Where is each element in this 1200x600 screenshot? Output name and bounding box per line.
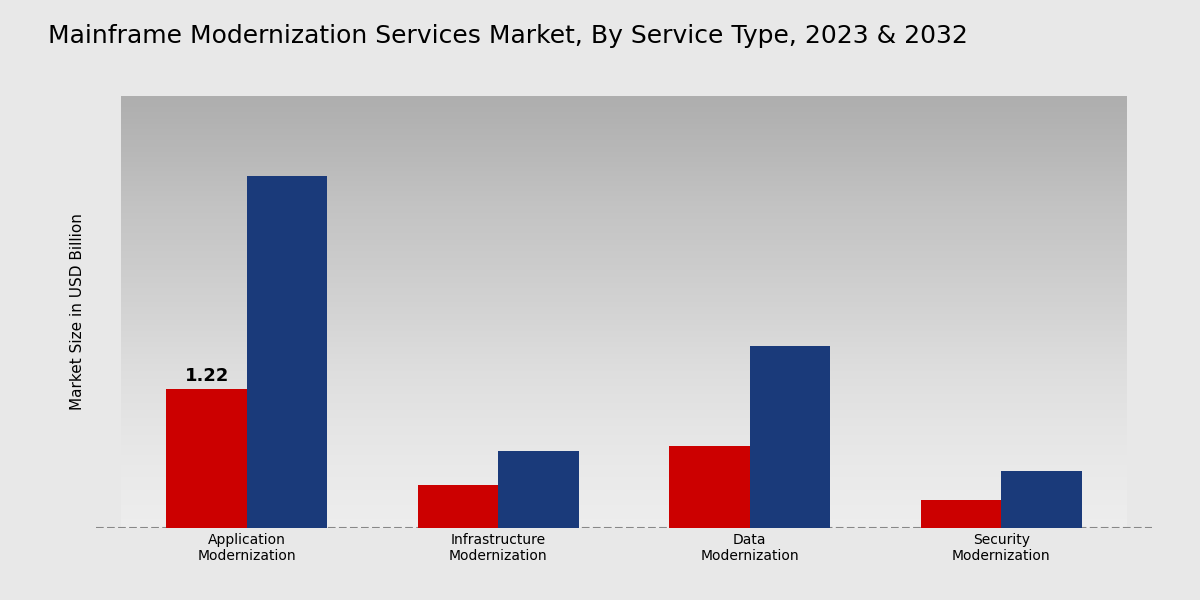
Bar bbox=[920, 500, 1001, 528]
Bar bbox=[670, 446, 750, 528]
Bar bbox=[247, 176, 328, 528]
Bar bbox=[167, 389, 247, 528]
Bar bbox=[750, 346, 830, 528]
Text: Mainframe Modernization Services Market, By Service Type, 2023 & 2032: Mainframe Modernization Services Market,… bbox=[48, 24, 968, 48]
Bar bbox=[1001, 471, 1081, 528]
Bar bbox=[418, 485, 498, 528]
Y-axis label: Market Size in USD Billion: Market Size in USD Billion bbox=[70, 214, 85, 410]
Bar bbox=[498, 451, 578, 528]
Text: 1.22: 1.22 bbox=[185, 367, 229, 385]
